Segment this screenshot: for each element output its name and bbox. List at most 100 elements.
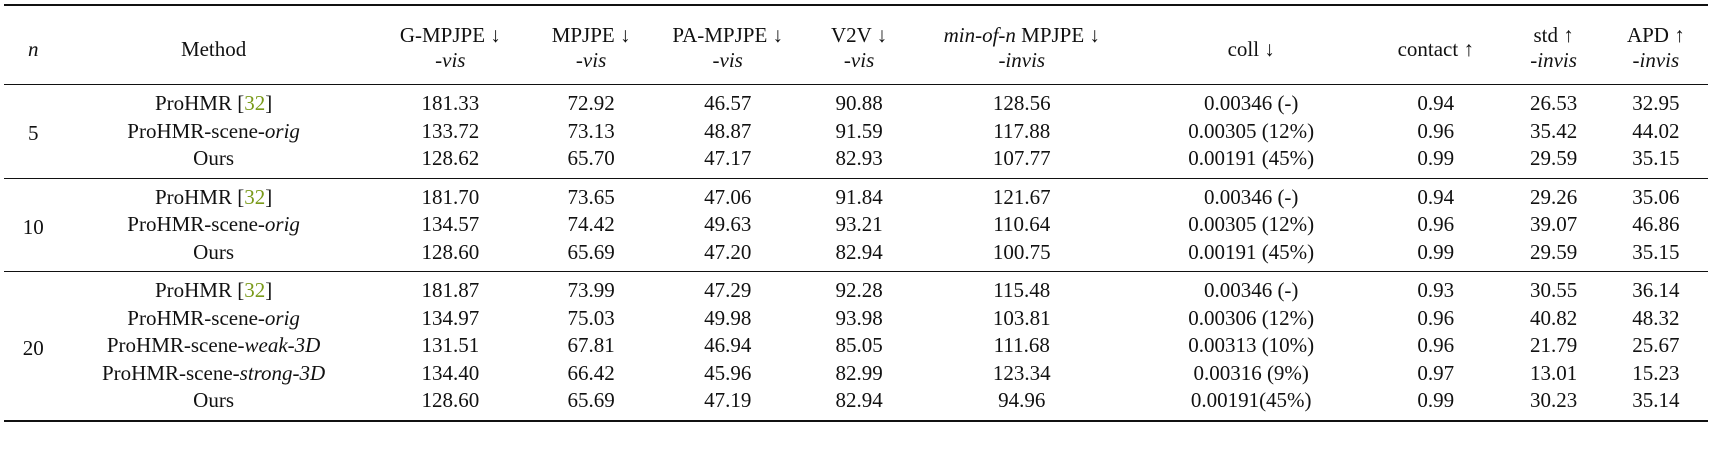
apd-cell: 36.14 xyxy=(1632,278,1680,303)
header-pampjpe-sub: -vis xyxy=(712,48,743,72)
std-cell: 29.26 xyxy=(1529,184,1578,209)
gmpjpe-cell: 134.40 xyxy=(421,360,480,385)
header-subrow: -vis -vis -vis -vis -invis -invis -invis xyxy=(4,48,1708,85)
citation-link[interactable]: 32 xyxy=(244,91,266,116)
group-n5: 5 ProHMR [32] 181.33 72.92 46.57 90.88 1… xyxy=(4,84,1708,179)
apd-cell: 46.86 xyxy=(1632,212,1680,237)
method-cell: ProHMR [32] xyxy=(154,278,273,303)
header-apd: APD ↑ xyxy=(1626,23,1685,47)
contact-cell: 0.93 xyxy=(1417,278,1455,303)
method-cell: ProHMR-scene-weak-3D xyxy=(106,333,321,358)
minofn-cell: 117.88 xyxy=(993,118,1051,143)
contact-cell: 0.97 xyxy=(1417,360,1455,385)
contact-cell: 0.99 xyxy=(1417,388,1455,413)
minofn-cell: 111.68 xyxy=(993,333,1050,358)
coll-cell: 0.00316 (9%) xyxy=(1193,360,1309,385)
minofn-cell: 100.75 xyxy=(992,239,1051,264)
header-std: std ↑ xyxy=(1533,23,1574,47)
group-n-value: 20 xyxy=(22,335,44,360)
v2v-cell: 93.21 xyxy=(835,212,883,237)
method-cell: Ours xyxy=(193,388,235,413)
apd-cell: 35.06 xyxy=(1632,184,1680,209)
group-n10: 10 ProHMR [32] 181.70 73.65 47.06 91.84 … xyxy=(4,178,1708,272)
mpjpe-cell: 74.42 xyxy=(567,212,615,237)
table-row: ProHMR-scene-orig 134.97 75.03 49.98 93.… xyxy=(4,305,1708,333)
pampjpe-cell: 47.20 xyxy=(704,239,752,264)
std-cell: 29.59 xyxy=(1529,239,1578,264)
pampjpe-cell: 49.63 xyxy=(704,212,752,237)
apd-cell: 35.15 xyxy=(1632,239,1680,264)
coll-cell: 0.00191(45%) xyxy=(1190,388,1312,413)
contact-cell: 0.96 xyxy=(1417,118,1455,143)
mpjpe-cell: 65.70 xyxy=(567,146,615,171)
table-row: ProHMR-scene-weak-3D 131.51 67.81 46.94 … xyxy=(4,332,1708,360)
gmpjpe-cell: 128.60 xyxy=(421,388,480,413)
pampjpe-cell: 47.06 xyxy=(704,184,752,209)
method-cell: ProHMR [32] xyxy=(154,184,273,209)
gmpjpe-cell: 181.33 xyxy=(421,91,480,116)
header-minofn-sub: -invis xyxy=(998,48,1046,72)
table-row: 10 ProHMR [32] 181.70 73.65 47.06 91.84 … xyxy=(4,178,1708,239)
apd-cell: 32.95 xyxy=(1632,91,1680,116)
std-cell: 40.82 xyxy=(1529,305,1578,330)
citation-link[interactable]: 32 xyxy=(244,278,266,303)
results-table: n Method G-MPJPE ↓ MPJPE ↓ PA-MPJPE ↓ V2… xyxy=(4,4,1708,422)
header-minofn-rest: MPJPE ↓ xyxy=(1015,23,1100,47)
minofn-cell: 121.67 xyxy=(992,184,1051,209)
header-std-sub: -invis xyxy=(1530,48,1577,72)
std-cell: 35.42 xyxy=(1529,118,1578,143)
pampjpe-cell: 46.94 xyxy=(704,333,752,358)
v2v-cell: 82.93 xyxy=(835,146,883,171)
coll-cell: 0.00305 (12%) xyxy=(1188,118,1315,143)
gmpjpe-cell: 133.72 xyxy=(421,118,480,143)
v2v-cell: 90.88 xyxy=(835,91,883,116)
minofn-cell: 128.56 xyxy=(992,91,1051,116)
pampjpe-cell: 48.87 xyxy=(704,118,752,143)
method-cell: ProHMR [32] xyxy=(154,91,273,116)
gmpjpe-cell: 134.97 xyxy=(421,305,480,330)
minofn-cell: 94.96 xyxy=(998,388,1046,413)
minofn-cell: 107.77 xyxy=(992,146,1051,171)
pampjpe-cell: 47.19 xyxy=(704,388,752,413)
apd-cell: 25.67 xyxy=(1632,333,1680,358)
header-row: n Method G-MPJPE ↓ MPJPE ↓ PA-MPJPE ↓ V2… xyxy=(4,5,1708,61)
header-coll: coll ↓ xyxy=(1227,36,1275,61)
apd-cell: 15.23 xyxy=(1632,360,1680,385)
v2v-cell: 82.99 xyxy=(835,360,883,385)
pampjpe-cell: 47.17 xyxy=(704,146,752,171)
pampjpe-cell: 46.57 xyxy=(704,91,752,116)
mpjpe-cell: 73.65 xyxy=(567,184,615,209)
contact-cell: 0.99 xyxy=(1417,146,1455,171)
header-minofn: min-of-n MPJPE ↓ xyxy=(909,5,1134,48)
citation-link[interactable]: 32 xyxy=(244,184,266,209)
coll-cell: 0.00313 (10%) xyxy=(1188,333,1315,358)
contact-cell: 0.96 xyxy=(1417,333,1455,358)
group-n-value: 5 xyxy=(27,121,39,146)
std-cell: 39.07 xyxy=(1529,212,1578,237)
v2v-cell: 82.94 xyxy=(835,388,883,413)
header-method: Method xyxy=(180,36,247,61)
apd-cell: 48.32 xyxy=(1632,305,1680,330)
header-gmpjpe: G-MPJPE ↓ xyxy=(399,23,501,47)
gmpjpe-cell: 134.57 xyxy=(421,212,480,237)
apd-cell: 35.15 xyxy=(1632,146,1680,171)
mpjpe-cell: 72.92 xyxy=(567,91,615,116)
mpjpe-cell: 67.81 xyxy=(567,333,615,358)
method-cell: ProHMR-scene-orig xyxy=(127,212,300,237)
pampjpe-cell: 47.29 xyxy=(704,278,752,303)
coll-cell: 0.00346 (-) xyxy=(1203,184,1299,209)
v2v-cell: 91.59 xyxy=(835,118,883,143)
coll-cell: 0.00346 (-) xyxy=(1203,91,1299,116)
gmpjpe-cell: 128.62 xyxy=(421,146,480,171)
minofn-cell: 103.81 xyxy=(992,305,1051,330)
std-cell: 21.79 xyxy=(1529,333,1578,358)
contact-cell: 0.96 xyxy=(1417,305,1455,330)
mpjpe-cell: 73.99 xyxy=(567,278,615,303)
minofn-cell: 123.34 xyxy=(992,360,1051,385)
v2v-cell: 82.94 xyxy=(835,239,883,264)
header-contact: contact ↑ xyxy=(1397,36,1474,61)
table-row: 20 ProHMR [32] 181.87 73.99 47.29 92.28 … xyxy=(4,271,1708,360)
std-cell: 29.59 xyxy=(1529,146,1578,171)
table-row: Ours 128.60 65.69 47.19 82.94 94.96 0.00… xyxy=(4,387,1708,421)
header-v2v: V2V ↓ xyxy=(830,23,888,47)
